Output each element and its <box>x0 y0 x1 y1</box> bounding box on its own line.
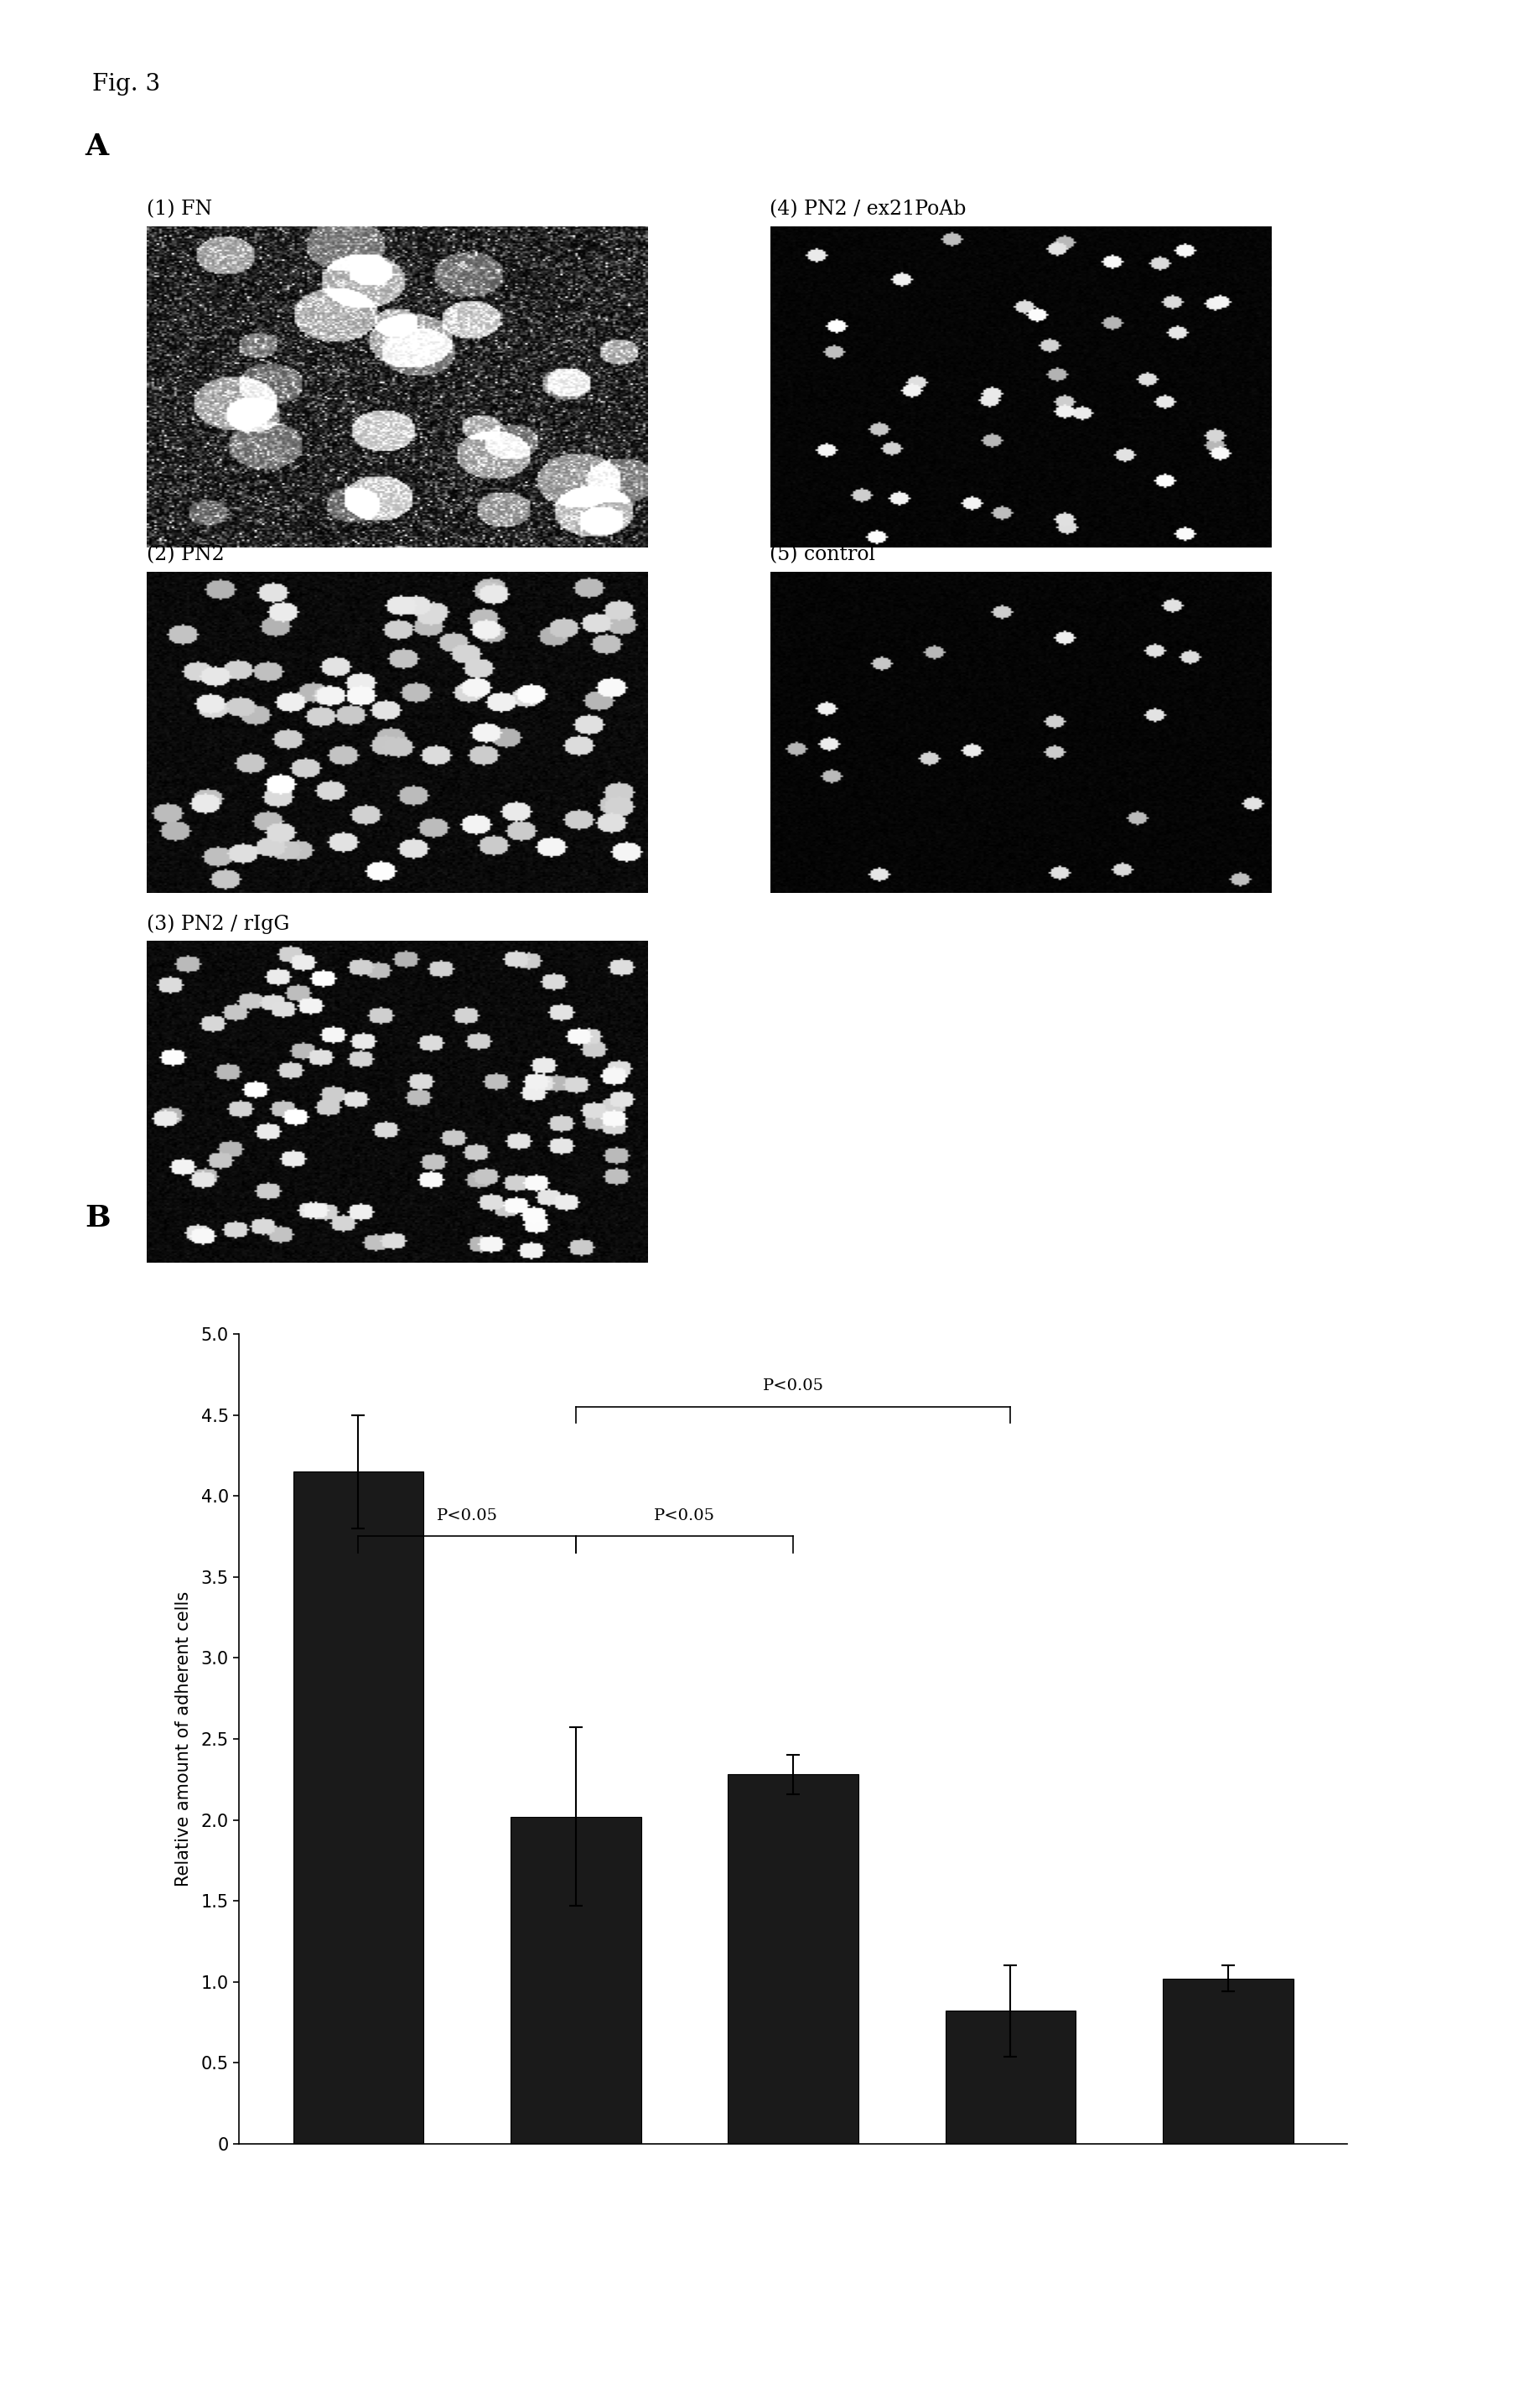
Text: (5) control: (5) control <box>770 545 876 565</box>
Bar <box>510 1817 641 2144</box>
Text: Fig. 3: Fig. 3 <box>92 74 160 95</box>
Bar <box>728 1775 858 2144</box>
Y-axis label: Relative amount of adherent cells: Relative amount of adherent cells <box>176 1591 191 1887</box>
Text: P<0.05: P<0.05 <box>762 1379 824 1393</box>
Text: (2) PN2: (2) PN2 <box>146 545 223 565</box>
Text: (4) PN2 / ex21PoAb: (4) PN2 / ex21PoAb <box>770 200 967 219</box>
Bar <box>946 2010 1076 2144</box>
Text: B: B <box>85 1203 111 1231</box>
Text: A: A <box>85 131 108 160</box>
Text: (3) PN2 / rIgG: (3) PN2 / rIgG <box>146 915 290 934</box>
Bar <box>1163 1979 1294 2144</box>
Text: (1) FN: (1) FN <box>146 200 213 219</box>
Text: P<0.05: P<0.05 <box>654 1508 715 1524</box>
Text: P<0.05: P<0.05 <box>436 1508 497 1524</box>
Bar <box>293 1472 424 2144</box>
